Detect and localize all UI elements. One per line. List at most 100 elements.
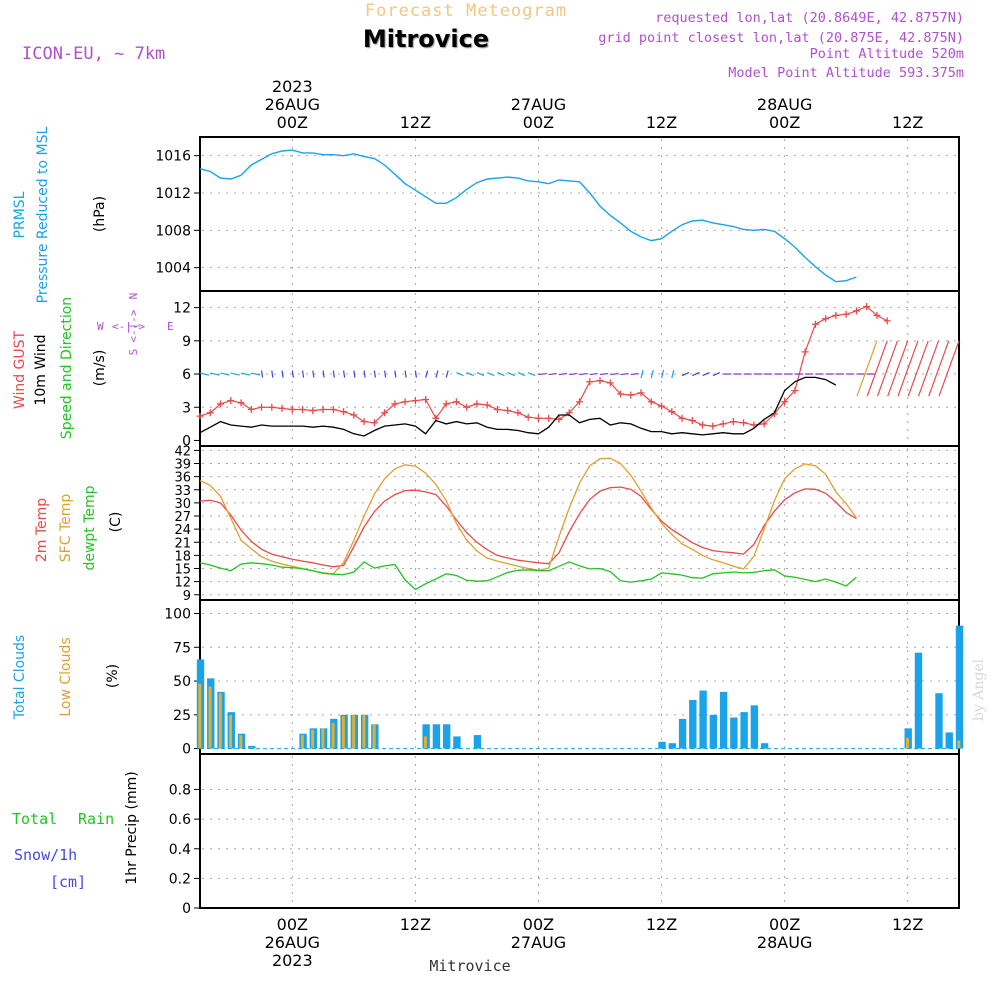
pressure-ytick-label-2: 1008 xyxy=(155,223,191,239)
gust-marker xyxy=(699,421,707,429)
wind-arrow xyxy=(538,372,547,376)
top-tick-label-3: 12Z xyxy=(646,113,677,132)
clouds-ytick-label-4: 0 xyxy=(182,742,191,758)
temp-title-3: dewpt Temp xyxy=(82,485,98,570)
wind-arrow xyxy=(363,370,366,378)
low-cloud-bar xyxy=(208,686,212,749)
gust-marker xyxy=(268,403,276,411)
gust-marker xyxy=(719,420,727,428)
bottom-tick-label-3: 12Z xyxy=(646,915,677,934)
top-date-label-4: 28AUG xyxy=(757,95,812,114)
gust-marker xyxy=(206,409,214,417)
gust-marker xyxy=(483,401,491,409)
wind-arrow xyxy=(394,370,397,378)
pressure-line xyxy=(199,149,857,283)
wind-ytick-label-4: 0 xyxy=(182,433,191,449)
gust-marker xyxy=(760,420,768,428)
wind-arrow xyxy=(640,369,644,379)
wind-arrow xyxy=(660,369,665,379)
total-cloud-bar xyxy=(730,717,738,749)
temp-title-1: 2m Temp xyxy=(34,498,50,562)
clouds-ytick-label-0: 100 xyxy=(164,607,191,623)
pressure-title-1: PRMSL xyxy=(12,191,28,238)
gust-marker xyxy=(668,408,676,416)
low-cloud-bar xyxy=(362,714,366,749)
top-tick-label-1: 12Z xyxy=(400,113,431,132)
temp-ytick-label-1: 39 xyxy=(174,458,191,473)
gust-marker xyxy=(688,417,696,425)
low-cloud-bar xyxy=(311,729,315,749)
gust-marker xyxy=(822,315,830,323)
top-year-label-0: 2023 xyxy=(272,77,313,96)
clouds-ytick-label-1: 75 xyxy=(173,640,191,656)
compass-e: E xyxy=(167,320,174,333)
total-cloud-bar xyxy=(945,732,953,749)
wind-ytick-label-2: 6 xyxy=(182,367,191,383)
wind-arrow xyxy=(271,370,274,378)
total-cloud-bar xyxy=(678,718,687,749)
wind-arrow xyxy=(486,371,495,377)
gust-marker xyxy=(545,414,553,422)
gust-marker xyxy=(801,348,809,356)
low-cloud-bar xyxy=(198,683,202,749)
panels: 1016101210081004129630423936333027242118… xyxy=(155,136,960,917)
gust-marker xyxy=(514,409,522,417)
meteogram-subtitle: Forecast Meteogram xyxy=(365,1,567,21)
gust-marker xyxy=(319,405,327,413)
gust-marker xyxy=(350,411,358,419)
top-date-label-0: 26AUG xyxy=(265,95,320,114)
wind-arrow xyxy=(569,372,578,376)
bottom-tick-label-4: 00Z xyxy=(769,915,800,934)
total-cloud-bar xyxy=(719,691,728,749)
wind-compass: N <-|-> S W <-|-> E xyxy=(97,293,174,356)
pressure-title-2: Pressure Reduced to MSL xyxy=(35,126,51,303)
gust-marker xyxy=(237,399,245,407)
low-cloud-bar xyxy=(249,747,253,749)
compass-n: N xyxy=(127,293,140,300)
total-cloud-bar xyxy=(473,735,482,749)
wind-ytick-label-1: 9 xyxy=(182,334,191,350)
temp-line-0 xyxy=(199,486,857,568)
gust-arrow xyxy=(856,340,878,397)
gust-marker xyxy=(463,403,471,411)
gust-marker xyxy=(401,398,409,406)
bottom-date-label-4: 28AUG xyxy=(757,933,812,952)
gust-marker xyxy=(411,397,419,405)
gust-marker xyxy=(422,396,430,403)
total-cloud-bar xyxy=(689,699,697,749)
footer-location: Mitrovice xyxy=(429,957,510,975)
bottom-date-label-2: 27AUG xyxy=(511,933,566,952)
wind-line xyxy=(199,376,837,437)
wind-arrow xyxy=(497,371,505,377)
wind-arrow xyxy=(527,371,536,377)
gust-marker xyxy=(473,400,481,408)
wind-arrow xyxy=(343,370,346,378)
wind-arrow xyxy=(558,372,568,376)
wind-arrow xyxy=(579,372,588,376)
gust-marker xyxy=(842,310,850,318)
wind-arrow xyxy=(301,370,305,378)
gust-arrow xyxy=(866,340,888,397)
temp-ytick-label-5: 27 xyxy=(174,510,191,525)
total-cloud-bar xyxy=(709,714,718,749)
wind-arrow xyxy=(251,372,261,376)
wind-gust-title: Wind GUST xyxy=(12,330,28,409)
bottom-tick-label-5: 12Z xyxy=(892,915,923,934)
total-cloud-bar xyxy=(955,625,964,749)
wind-unit: (m/s) xyxy=(92,350,108,387)
wind-arrow xyxy=(373,370,376,378)
wind-arrow xyxy=(599,372,609,376)
gust-marker xyxy=(370,419,378,427)
gust-marker xyxy=(555,415,563,423)
wind-arrow xyxy=(650,369,654,379)
requested-coords: requested lon,lat (20.8649E, 42.8757N) xyxy=(655,10,964,26)
wind-arrow xyxy=(445,370,449,378)
low-cloud-bar xyxy=(331,722,335,749)
clouds-ytick-label-3: 25 xyxy=(173,708,191,724)
wind-arrow xyxy=(414,370,417,378)
gust-marker xyxy=(196,412,204,420)
precip-ytick-label-3: 0.2 xyxy=(169,871,191,887)
wind-arrow xyxy=(589,372,598,376)
low-cloud-bar xyxy=(239,735,243,749)
temp-ytick-label-8: 18 xyxy=(174,549,191,564)
